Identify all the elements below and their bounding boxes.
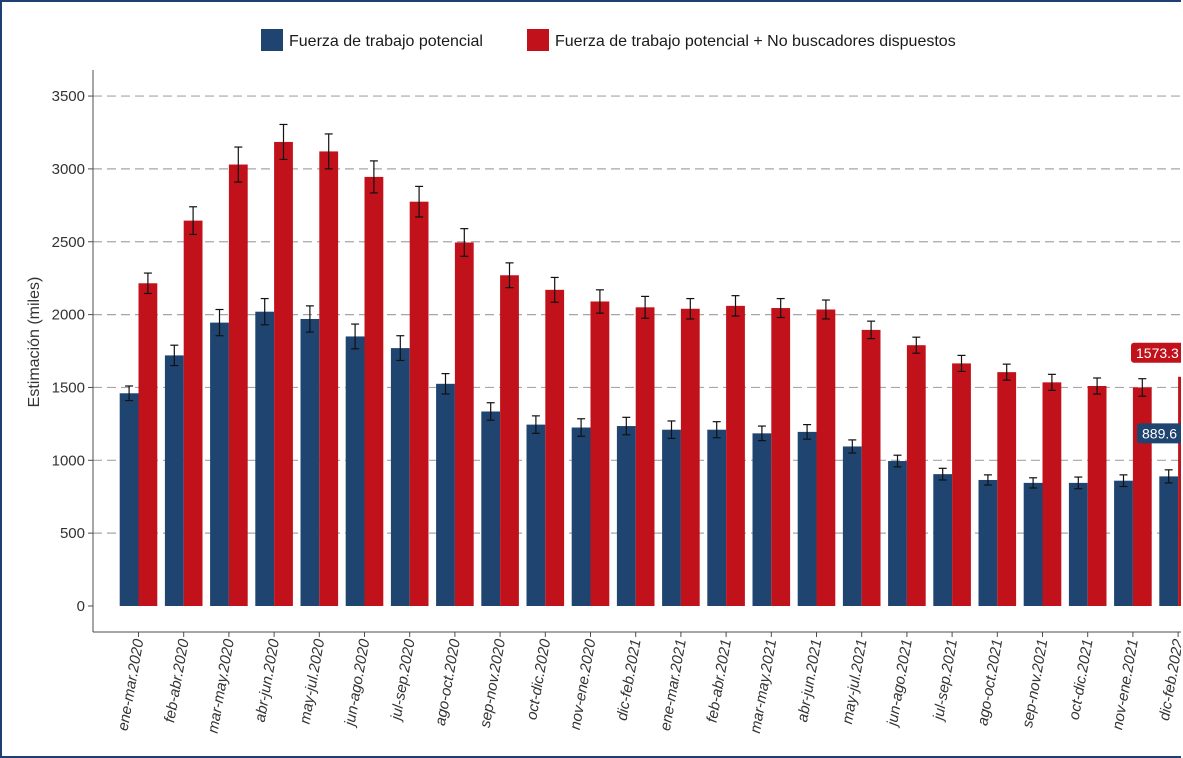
y-tick-label: 500 <box>60 525 85 542</box>
x-tick-label: may-jul.2021 <box>839 638 871 726</box>
y-tick-label: 1500 <box>52 379 85 396</box>
bar-fuerza-potencial <box>1023 482 1043 606</box>
bar-fuerza-potencial-mas-no-buscadores <box>228 164 248 607</box>
x-tick-label: feb-abr.2020 <box>161 637 193 724</box>
bar-fuerza-potencial-mas-no-buscadores <box>1132 387 1152 606</box>
bar-fuerza-potencial-mas-no-buscadores <box>816 309 836 606</box>
bar-fuerza-potencial <box>300 318 320 606</box>
legend-label: Fuerza de trabajo potencial <box>289 33 483 50</box>
bar-fuerza-potencial <box>888 461 907 606</box>
x-tick-label: jun-ago.2020 <box>341 637 373 729</box>
x-tick-label: dic-feb.2022 <box>1156 637 1181 722</box>
bar-fuerza-potencial <box>390 348 410 606</box>
bar-fuerza-potencial <box>164 355 184 606</box>
legend-swatch-fuerza-potencial-mas-no-buscadores <box>527 29 549 51</box>
annotations: 1573.3 889.6 <box>1131 342 1181 444</box>
x-tick-label: nov-ene.2021 <box>1109 638 1142 731</box>
bar-fuerza-potencial <box>1159 476 1179 606</box>
bar-fuerza-potencial-mas-no-buscadores <box>1087 385 1107 606</box>
value-label: 1573.3 <box>1136 345 1179 361</box>
bar-fuerza-potencial <box>662 429 681 606</box>
bar-fuerza-potencial <box>481 411 501 606</box>
x-tick-label: ago-oct.2021 <box>974 638 1006 727</box>
bar-fuerza-potencial <box>752 433 772 606</box>
bar-fuerza-potencial <box>571 427 591 606</box>
bar-fuerza-potencial-mas-no-buscadores <box>1042 382 1062 606</box>
bars <box>119 123 1181 607</box>
value-label-box <box>1131 342 1181 363</box>
y-tick-label: 1000 <box>52 452 85 469</box>
bar-fuerza-potencial-mas-no-buscadores <box>183 220 203 606</box>
bar-fuerza-potencial-mas-no-buscadores <box>680 308 700 606</box>
bar-fuerza-potencial-mas-no-buscadores <box>997 372 1017 606</box>
y-axis: 0 500 1000 1500 2000 2500 3000 3500 Estimación (… <box>26 70 1181 633</box>
y-tick-label: 2500 <box>52 234 85 251</box>
bar-fuerza-potencial-mas-no-buscadores <box>319 151 339 606</box>
bar-fuerza-potencial-mas-no-buscadores <box>635 307 655 606</box>
bar-fuerza-potencial-mas-no-buscadores <box>1178 376 1181 606</box>
x-tick-label: oct-dic.2021 <box>1066 638 1097 721</box>
bar-fuerza-potencial-mas-no-buscadores <box>500 275 519 606</box>
bar-fuerza-potencial <box>210 322 229 606</box>
bar-fuerza-potencial-mas-no-buscadores <box>906 345 926 606</box>
bar-fuerza-potencial <box>797 431 817 606</box>
bar-fuerza-potencial-mas-no-buscadores <box>545 289 565 606</box>
bar-fuerza-potencial <box>526 424 546 606</box>
legend: Fuerza de trabajo potencial Fuerza de tra… <box>261 29 956 51</box>
bar-fuerza-potencial-mas-no-buscadores <box>454 242 474 606</box>
bar-fuerza-potencial <box>978 479 998 606</box>
bar-fuerza-potencial-mas-no-buscadores <box>138 283 158 606</box>
x-tick-label: dic-feb.2021 <box>614 638 645 722</box>
x-tick-label: nov-ene.2020 <box>567 637 600 731</box>
bar-fuerza-potencial <box>1114 480 1133 606</box>
y-tick-label: 0 <box>77 598 85 615</box>
legend-swatch-fuerza-potencial <box>261 29 283 51</box>
bar-fuerza-potencial <box>933 474 953 606</box>
bar-fuerza-potencial <box>255 311 275 606</box>
x-tick-label: ene-mar.2020 <box>115 637 148 732</box>
bar-fuerza-potencial <box>707 429 727 606</box>
x-tick-label: feb-abr.2021 <box>704 638 735 724</box>
x-tick-label: jul-sep.2021 <box>930 638 961 723</box>
x-tick-label: mar-may.2020 <box>205 637 238 734</box>
legend-label: Fuerza de trabajo potencial + No buscado… <box>555 33 956 50</box>
bar-fuerza-potencial-mas-no-buscadores <box>364 176 384 606</box>
bar-fuerza-potencial <box>1068 482 1088 606</box>
x-tick-label: may-jul.2020 <box>297 637 329 725</box>
bar-fuerza-potencial-mas-no-buscadores <box>771 308 791 606</box>
y-tick-label: 2000 <box>52 307 85 324</box>
bar-fuerza-potencial <box>436 383 455 606</box>
bar-fuerza-potencial-mas-no-buscadores <box>952 363 971 606</box>
x-tick-label: mar-may.2021 <box>747 638 780 735</box>
bar-fuerza-potencial-mas-no-buscadores <box>274 141 293 606</box>
x-tick-label: ene-mar.2021 <box>657 638 690 732</box>
x-tick-label: jul-sep.2020 <box>387 637 418 723</box>
value-label-box <box>1137 423 1181 444</box>
y-axis-label: Estimación (miles) <box>26 277 43 408</box>
bar-fuerza-potencial <box>842 446 862 606</box>
bar-fuerza-potencial-mas-no-buscadores <box>409 201 429 606</box>
bar-fuerza-potencial <box>119 393 139 606</box>
bar-fuerza-potencial-mas-no-buscadores <box>861 329 881 606</box>
x-tick-label: jun-ago.2021 <box>884 638 916 729</box>
x-tick-label: abr-jun.2020 <box>252 637 283 723</box>
bar-fuerza-potencial <box>616 426 636 606</box>
y-tick-label: 3500 <box>52 88 85 105</box>
bar-fuerza-potencial <box>345 336 365 606</box>
x-tick-label: oct-dic.2020 <box>523 637 554 721</box>
value-label: 889.6 <box>1142 425 1177 441</box>
x-tick-label: sep-nov.2020 <box>477 637 509 729</box>
bar-fuerza-potencial-mas-no-buscadores <box>726 305 745 606</box>
x-axis: ene-mar.2020 feb-abr.2020 mar-may.2020 abr-… <box>115 632 1181 735</box>
x-tick-label: sep-nov.2021 <box>1019 638 1051 729</box>
bar-fuerza-potencial-mas-no-buscadores <box>590 301 610 606</box>
x-tick-label: abr-jun.2021 <box>794 638 825 724</box>
x-tick-label: ago-oct.2020 <box>432 637 464 727</box>
y-tick-label: 3000 <box>52 161 85 178</box>
